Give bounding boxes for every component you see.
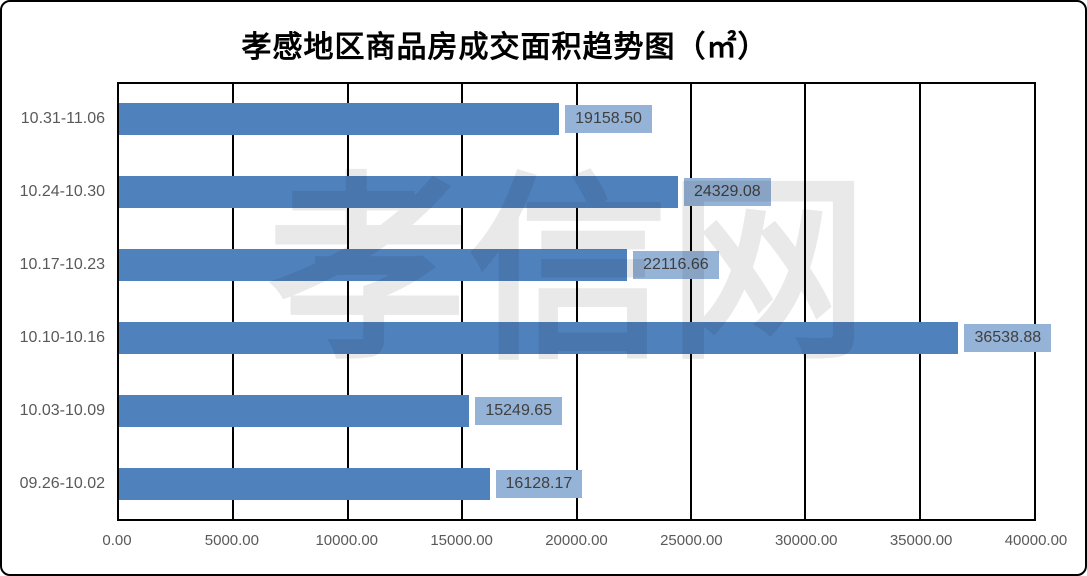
value-label-10.24-10.30: 24329.08 [683,177,771,206]
y-axis-label-09.26-10.02: 09.26-10.02 [19,475,105,493]
vertical-gridline [575,84,578,519]
bar-10.24-10.30 [119,175,678,208]
x-axis-tick-20000.00: 20000.00 [545,532,608,549]
x-axis-tick-25000.00: 25000.00 [660,532,723,549]
value-label-09.26-10.02: 16128.17 [495,470,583,499]
vertical-gridline [689,84,692,519]
y-axis-label-10.17-10.23: 10.17-10.23 [19,255,105,273]
y-axis-labels: 10.31-11.06 10.24-10.30 10.17-10.23 10.10-1… [0,82,105,521]
value-label-10.31-11.06: 19158.50 [565,104,652,133]
bar-10.10-10.16 [119,322,959,355]
bar-10.03-10.09 [119,395,470,428]
y-axis-label-10.03-10.09: 10.03-10.09 [19,402,105,420]
chart-title: 孝感地区商品房成交面积趋势图（㎡） [241,31,769,64]
bar-09.26-10.02 [119,468,490,501]
vertical-gridline [918,84,921,519]
vertical-gridline [232,84,235,519]
value-label-10.10-10.16: 36538.88 [964,324,1052,353]
bar-10.17-10.23 [119,248,628,281]
vertical-gridline [461,84,464,519]
value-label-10.17-10.23: 22116.66 [633,250,719,279]
x-axis-tick-15000.00: 15000.00 [430,532,493,549]
vertical-gridline [804,84,807,519]
x-axis-tick-5000.00: 5000.00 [204,532,259,549]
x-axis-tick-30000.00: 30000.00 [774,532,838,549]
bar-10.31-11.06 [119,102,560,135]
plot-area: 19158.50 24329.08 22116.66 36538.88 15249.65… [117,82,1052,521]
x-axis-tick-10000.00: 10000.00 [315,532,379,549]
vertical-gridline [346,84,349,519]
x-axis-tick-35000.00: 35000.00 [889,532,953,549]
y-axis-label-10.10-10.16: 10.10-10.16 [19,329,105,347]
x-axis-tick-40000.00: 40000.00 [1004,532,1068,549]
y-axis-label-10.24-10.30: 10.24-10.30 [19,182,105,200]
y-axis-label-10.31-11.06: 10.31-11.06 [20,109,105,127]
x-axis-tick-0.00: 0.00 [102,532,132,549]
x-axis-labels: 0.00 5000.00 10000.00 15000.00 20000.00 25000… [102,532,1067,554]
value-label-10.03-10.09: 15249.65 [475,397,563,426]
